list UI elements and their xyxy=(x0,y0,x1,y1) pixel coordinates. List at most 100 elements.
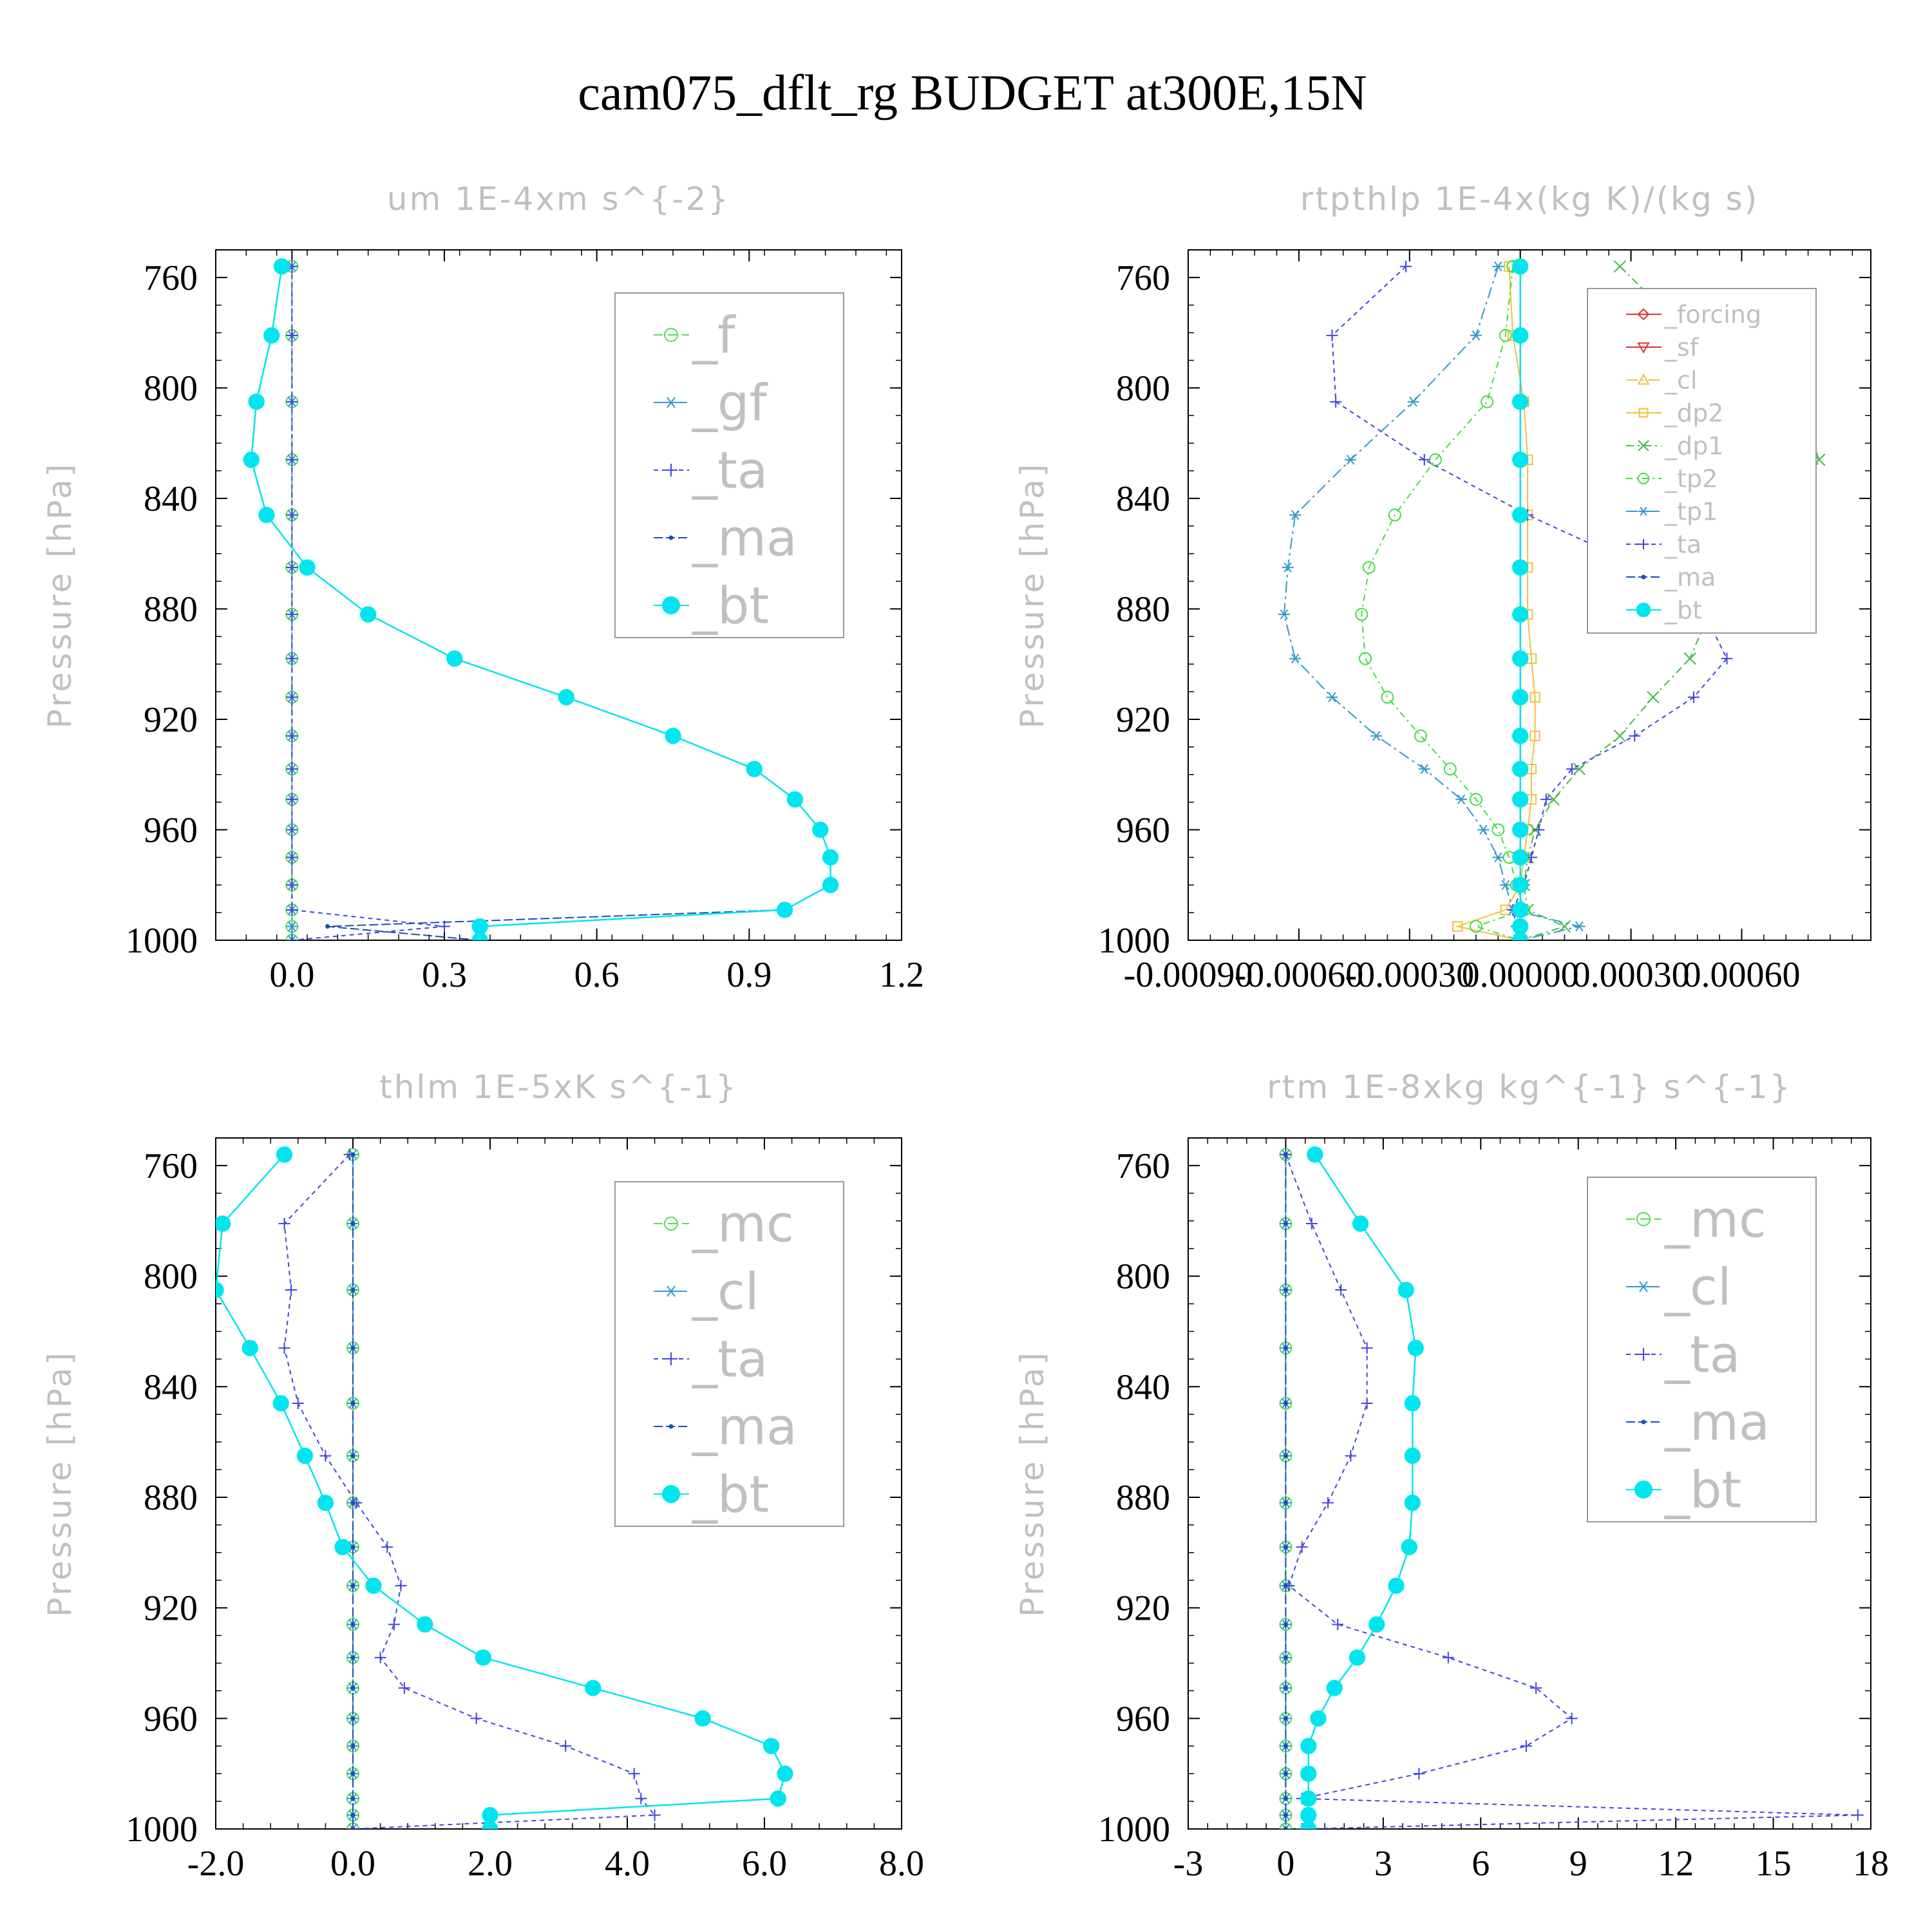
data-point-ta xyxy=(278,1342,290,1354)
data-point-tp2 xyxy=(1381,690,1394,704)
data-point-ma xyxy=(350,1287,355,1293)
data-point-ta xyxy=(381,1541,393,1553)
data-point-ma xyxy=(1283,1544,1288,1549)
data-point-ta xyxy=(374,1651,386,1663)
data-point-ma xyxy=(1283,1501,1288,1506)
data-point-ta xyxy=(1566,1712,1578,1725)
data-point-ta xyxy=(286,509,298,521)
legend-marker xyxy=(1637,342,1650,354)
x-tick-label: 0.00000 xyxy=(1462,955,1579,995)
data-point-ta xyxy=(1629,730,1641,742)
data-point-ma xyxy=(350,1622,355,1627)
legend-label: _mc xyxy=(1664,1191,1766,1249)
series-layer xyxy=(216,1146,793,1829)
data-point-bt xyxy=(1401,1539,1417,1555)
data-point-bt xyxy=(1397,1282,1414,1298)
legend-label: _bt xyxy=(1664,596,1702,624)
data-point-ta xyxy=(1330,395,1342,408)
data-point-ma xyxy=(1283,1796,1288,1801)
data-point-cl xyxy=(347,1824,359,1829)
legend-label: _gf xyxy=(692,374,768,432)
data-point-bt xyxy=(1300,1806,1317,1824)
data-point-tp2 xyxy=(1499,328,1512,342)
data-point-ta xyxy=(286,793,298,806)
x-tick-label: -0.00030 xyxy=(1345,955,1474,995)
y-tick-label: 760 xyxy=(144,1146,198,1186)
x-tick-label: 15 xyxy=(1756,1844,1792,1884)
data-point-bt xyxy=(1404,1494,1421,1511)
x-tick-label: 0 xyxy=(1276,1844,1294,1884)
x-tick-label: 18 xyxy=(1853,1844,1889,1884)
series-line-ta xyxy=(1285,1154,1858,1829)
data-point-bt xyxy=(1300,1738,1317,1754)
data-point-tp1 xyxy=(1345,455,1357,465)
data-point-ta xyxy=(649,1809,661,1821)
data-point-ta xyxy=(470,1712,482,1725)
data-point-ta xyxy=(286,851,298,864)
legend-label: _ta xyxy=(692,442,768,500)
y-tick-label: 920 xyxy=(144,700,198,740)
y-axis-label: Pressure [hPa] xyxy=(41,462,79,729)
figure-title: cam075_dflt_rg BUDGET at300E,15N xyxy=(578,64,1367,120)
y-tick-label: 800 xyxy=(144,368,198,408)
data-point-bt xyxy=(446,650,463,667)
legend-marker xyxy=(1637,1348,1650,1361)
data-point-tp2 xyxy=(1388,508,1401,522)
legend-marker xyxy=(668,1424,674,1429)
data-point-bt xyxy=(1388,1577,1405,1594)
data-point-tp1 xyxy=(1573,921,1586,932)
data-point-bt xyxy=(1512,650,1529,667)
data-point-bt xyxy=(1512,559,1529,576)
data-point-bt xyxy=(746,761,762,777)
data-point-dp1 xyxy=(1613,729,1627,743)
data-point-bt xyxy=(1512,821,1529,838)
legend-marker xyxy=(664,1217,678,1231)
data-point-ma xyxy=(1283,1454,1288,1459)
data-point-ta xyxy=(286,609,298,621)
y-tick-label: 1000 xyxy=(126,1810,198,1850)
data-point-tp2 xyxy=(1469,920,1482,933)
data-point-dp2 xyxy=(1530,730,1540,741)
data-point-ma xyxy=(350,1544,355,1549)
legend-label: _ma xyxy=(692,1398,797,1456)
data-point-ta xyxy=(286,730,298,742)
data-point-tp1 xyxy=(1326,692,1338,703)
y-tick-label: 920 xyxy=(1116,1589,1170,1629)
data-point-bt xyxy=(258,506,275,524)
x-tick-label: -0.00090 xyxy=(1124,955,1253,995)
data-point-ta xyxy=(628,1768,640,1780)
data-point-bt xyxy=(482,1806,498,1824)
y-tick-label: 880 xyxy=(144,1478,198,1518)
data-point-tp1 xyxy=(1499,880,1511,891)
data-point-bt xyxy=(1326,1680,1343,1696)
data-point-ma xyxy=(350,1401,355,1406)
data-point-tp1 xyxy=(1477,824,1490,835)
data-point-ma xyxy=(350,1796,355,1801)
data-point-bt xyxy=(770,1790,786,1807)
data-point-dp2 xyxy=(1530,692,1540,703)
data-point-bt xyxy=(786,791,803,808)
x-tick-label: 0.00060 xyxy=(1683,955,1800,995)
y-tick-label: 960 xyxy=(144,1699,198,1739)
legend-box xyxy=(614,1181,844,1527)
data-point-ma xyxy=(1283,1287,1288,1293)
data-point-bt xyxy=(1512,451,1529,468)
data-point-ma xyxy=(350,1771,355,1776)
data-point-ma xyxy=(350,1813,355,1818)
series-layer xyxy=(1279,1146,1864,1829)
data-point-bt xyxy=(417,1616,433,1633)
legend-label: _bt xyxy=(692,1466,769,1524)
data-point-ma xyxy=(1283,1826,1288,1829)
data-point-ta xyxy=(278,1218,290,1230)
data-point-ma xyxy=(1283,1152,1288,1157)
data-point-ta xyxy=(1361,1397,1373,1410)
legend-label: _ma xyxy=(692,509,797,567)
data-point-bt xyxy=(558,689,574,706)
data-point-bt xyxy=(1512,761,1529,777)
data-point-ta xyxy=(286,904,298,916)
data-point-bt xyxy=(276,1146,293,1163)
data-point-bt xyxy=(216,1282,224,1298)
data-point-bt xyxy=(1307,1146,1323,1163)
data-point-ta xyxy=(1335,1284,1347,1296)
